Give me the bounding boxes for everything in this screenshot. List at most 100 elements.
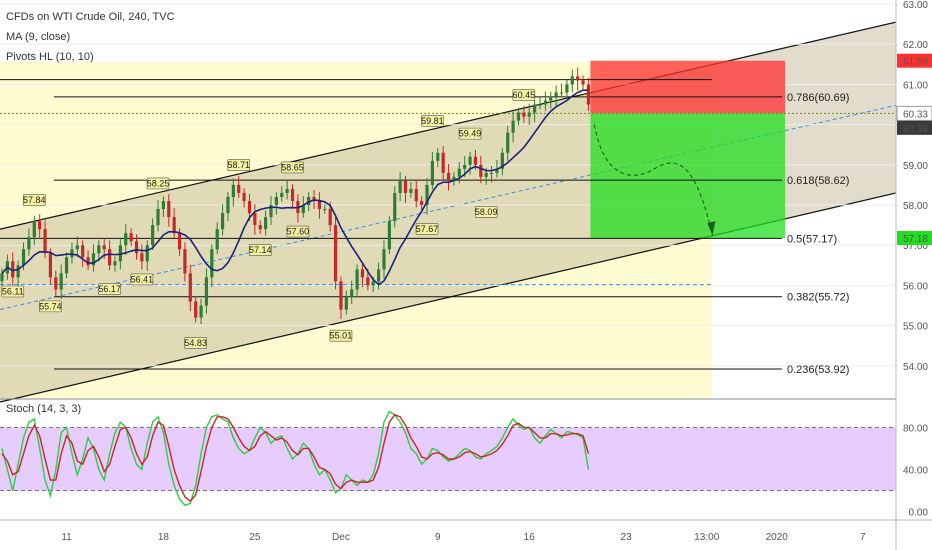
pivot-badge [184,337,207,349]
candle-body [54,277,58,290]
candle-body [151,225,155,246]
candle-body [285,188,289,193]
candle-body [414,188,418,202]
candle-body [387,221,391,250]
pivot-label: 56.11 [2,287,24,297]
pivot-label: 57.60 [287,227,310,237]
price-tick-label: 55.00 [903,322,928,333]
pivot-label: 58.71 [227,160,250,170]
ma-legend: MA (9, close) [6,31,71,43]
pivot-badge [286,225,310,238]
candle-body [436,152,440,161]
fib-level-label: 0.382(55.72) [787,292,849,304]
pivot-badge [421,114,444,127]
candle-body [538,104,542,106]
candle-body [479,164,483,177]
pivot-badge [248,244,272,256]
candle-body [506,132,510,153]
price-tick-label: 56.00 [903,281,928,292]
time-tick-label: 7 [860,532,866,543]
candle-body [156,209,160,226]
candle-body [247,201,252,214]
pivot-label: 57.67 [416,224,439,234]
price-badge [897,230,932,245]
candle-body [11,261,15,278]
stoch-k-line [1,410,590,507]
time-tick-label: 23 [621,532,633,543]
candle-body [484,172,488,177]
candle-body [32,221,36,238]
candle-body [269,205,273,218]
price-badge [897,53,932,68]
pivot-label: 59.49 [459,129,482,139]
candle-body [468,156,472,165]
candle-body [360,269,365,278]
pivot-badge [474,206,498,218]
candle-body [108,249,112,266]
candle-body [586,84,591,105]
pivot-badge [39,300,62,313]
candle-body [366,277,370,286]
stoch-d-line [1,413,590,503]
candle-body [473,156,478,165]
time-tick-label: 11 [61,532,72,543]
candle-body [16,265,20,278]
time-tick-label: 2020 [766,532,789,543]
candle-body [581,80,585,85]
candle-body [312,196,316,202]
candle-body [215,229,219,250]
candle-body [344,297,348,310]
pivot-label: 57.84 [23,195,46,205]
candle-body [258,225,262,230]
candle-body [145,245,149,262]
candle-body [194,301,198,318]
fib-level-label: 0.236(53.92) [787,364,849,376]
pivot-label: 59.81 [421,116,444,126]
candle-body [371,281,375,286]
candle-body [441,152,445,173]
candle-body [0,273,4,282]
candle-body [188,273,192,302]
price-tick-label: 54.00 [903,362,928,373]
candle-body [183,249,187,274]
pivot-badge [22,194,46,206]
candle-body [527,112,531,117]
candle-body [38,221,42,230]
candle-body [21,249,26,266]
candle-body [516,112,521,121]
candle-body [446,172,451,181]
candle-body [290,188,295,202]
pivot-label: 56.41 [131,274,154,284]
pivot-label: 55.01 [330,331,353,341]
candle-body [559,92,564,94]
candle-body [161,201,165,210]
candle-body [377,269,381,282]
candle-body [172,217,176,234]
candle-body [430,160,434,185]
candle-body [75,245,79,250]
pivot-badge [329,329,353,342]
candle-body [403,180,408,193]
take-profit-zone [590,113,785,238]
candle-body [570,76,574,85]
candle-body [533,104,537,113]
price-badge-label: 57.18 [903,234,928,245]
time-tick-label: 13:00 [694,532,719,543]
projection-arrow [593,124,713,236]
candle-body [264,217,268,230]
candle-body [274,196,278,206]
candle-body [576,76,580,81]
candle-body [59,273,63,290]
candle-body [500,152,504,169]
candle-body [102,245,106,250]
stoch-tick-label: 40.00 [903,466,928,477]
candle-body [301,205,305,214]
candle-body [129,233,133,242]
candle-body [457,168,461,177]
price-tick-label: 58.00 [903,201,928,212]
candle-body [328,209,332,226]
time-tick-label: Dec [332,532,350,543]
candle-body [420,201,424,206]
candle-body [323,209,327,211]
